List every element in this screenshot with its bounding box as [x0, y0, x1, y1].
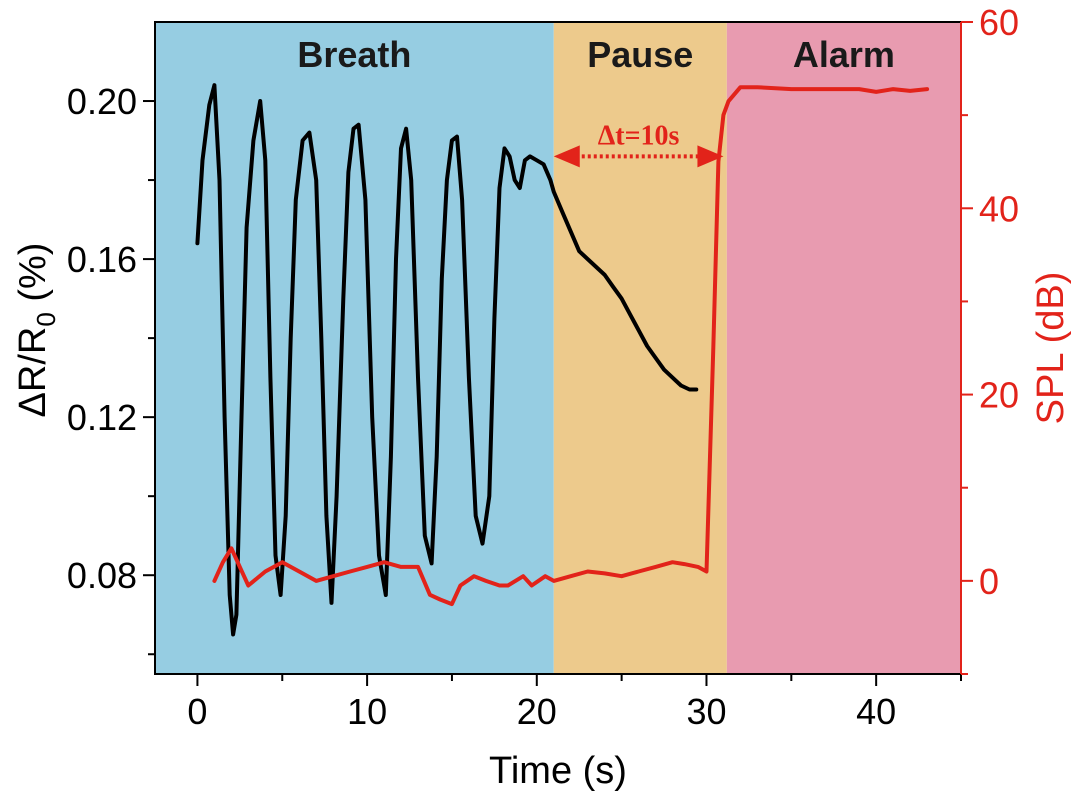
x-tick-label: 0 [187, 691, 207, 732]
x-tick-label: 10 [347, 691, 387, 732]
y-tick-label: 0.20 [67, 81, 137, 122]
y2-tick-label: 60 [979, 2, 1019, 43]
spl-line [212, 85, 930, 607]
y-axis-title-main: ΔR/R [12, 327, 54, 418]
interval-arrow-left [553, 145, 580, 168]
region-label-alarm: Alarm [793, 34, 895, 75]
x-tick-label: 20 [517, 691, 557, 732]
y-axis-title-subscript: 0 [31, 312, 61, 326]
series-lines [195, 83, 930, 637]
y-tick-label: 0.08 [67, 555, 137, 596]
resistance-line [195, 83, 699, 637]
region-label-breath: Breath [297, 34, 411, 75]
region-label-pause: Pause [587, 34, 693, 75]
y-axis-title-unit: (%) [12, 243, 54, 313]
x-axis-title: Time (s) [489, 750, 627, 792]
y2-axis-title: SPL (dB) [1030, 272, 1072, 425]
y2-tick-label: 0 [979, 561, 999, 602]
interval-annotation: Δt=10s [553, 120, 724, 168]
x-tick-label: 30 [686, 691, 726, 732]
y-tick-label: 0.12 [67, 397, 137, 438]
interval-label: Δt=10s [598, 120, 680, 151]
y-axis-title: ΔR/R0 (%) [12, 243, 61, 418]
region-backgrounds [155, 22, 961, 674]
axis-ticks: 0 10 20 30 40 0.08 0.12 0.16 0.20 0 20 40 60 [67, 2, 1019, 732]
x-tick-label: 40 [856, 691, 896, 732]
region-labels: Breath Pause Alarm [297, 34, 895, 75]
y2-tick-label: 20 [979, 375, 1019, 416]
interval-arrow-right [697, 145, 724, 168]
y-tick-label: 0.16 [67, 239, 137, 280]
y2-tick-label: 40 [979, 188, 1019, 229]
region-alarm [726, 22, 961, 674]
